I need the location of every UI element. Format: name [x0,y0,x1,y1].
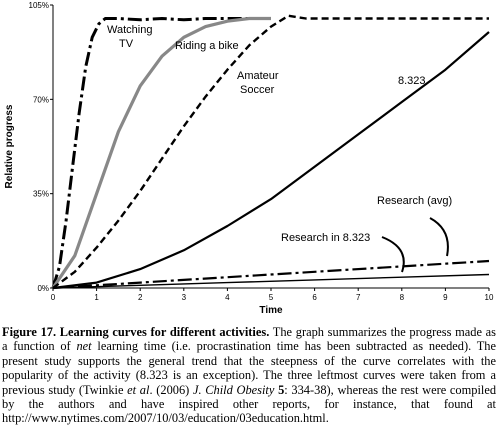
figure-caption: Figure 17. Learning curves for different… [2,325,496,426]
annotation-riding-a-bike: Riding a bike [175,40,239,52]
caption-emphasis: net [76,339,92,354]
figure-label: Figure 17. [2,325,57,339]
research-8323-pointer [381,236,405,273]
series-line-research-avg [52,259,490,290]
annotation-research-in-8-323: Research in 8.323 [281,232,370,244]
series-line-riding-a-bike [51,16,271,289]
annotation-research-avg: Research (avg) [377,195,452,207]
series-line-research-in-8-323 [52,273,490,289]
caption-etal: et al [127,382,150,397]
x-tick-label: 10 [485,293,494,302]
x-tick-label: 6 [312,293,317,302]
y-tick-label: 0% [37,284,49,293]
annotation-pointers [381,217,449,273]
x-tick-label: 0 [51,293,56,302]
x-tick-label: 4 [225,293,230,302]
x-tick-label: 2 [138,293,143,302]
x-tick-label: 3 [182,293,187,302]
chart-ticks: 0 1 2 3 4 5 6 7 8 9 10 0% 35% 70% 105% [29,1,494,302]
caption-text: The graph summarizes the progress made a… [2,325,496,354]
caption-journal: J. Child Obesity [192,382,275,397]
annotation-watching-tv: Watching TV [107,24,152,50]
x-tick-label: 9 [443,293,448,302]
x-tick-label: 1 [94,293,99,302]
x-tick-label: 5 [269,293,274,302]
caption-text: learning time (i.e. procrastination time… [2,339,497,397]
y-tick-label: 105% [29,1,49,10]
annotation-8-323: 8.323 [398,75,426,87]
series-line-watching-tv [51,17,271,289]
caption-text: : 334-38), whereas the rest were compile… [2,382,497,426]
caption-text: . (2006) [149,382,193,397]
chart-series [51,14,490,290]
chart-annotations: Watching TV Riding a bike Amateur Soccer 8.32… [107,24,452,244]
y-tick-label: 70% [33,95,49,104]
x-tick-label: 7 [356,293,361,302]
caption-title: Learning curves for different activities… [59,325,270,339]
y-tick-label: 35% [33,190,49,199]
research-avg-pointer [429,217,449,257]
caption-volume: 5 [274,382,285,397]
x-axis-title: Time [259,305,283,316]
series-line-amateur-soccer [52,14,489,289]
series-line-8-323 [52,31,490,290]
y-axis-title: Relative progress [4,104,15,188]
learning-curves-chart: 0 1 2 3 4 5 6 7 8 9 10 0% 35% 70% 105% Watching TV Ridin… [4,1,494,316]
annotation-amateur-soccer: Amateur Soccer [237,70,279,96]
x-tick-label: 8 [400,293,405,302]
